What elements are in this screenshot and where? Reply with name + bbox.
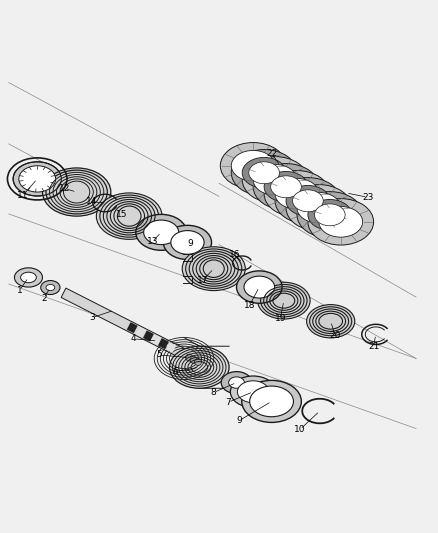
Text: 11: 11 [17,191,28,200]
Text: 20: 20 [329,331,341,340]
Circle shape [190,356,197,364]
Ellipse shape [221,372,252,393]
Text: 23: 23 [362,193,374,202]
Ellipse shape [229,377,244,388]
Polygon shape [127,322,138,333]
Text: 5: 5 [156,351,162,359]
Text: 4: 4 [131,334,136,343]
Ellipse shape [237,381,269,403]
Circle shape [194,359,201,366]
Polygon shape [135,327,146,338]
Ellipse shape [242,157,308,203]
Text: 7: 7 [225,398,231,407]
Text: 8: 8 [210,388,216,397]
Circle shape [186,354,193,361]
Ellipse shape [96,193,162,239]
Ellipse shape [250,386,293,417]
Ellipse shape [144,220,179,245]
Text: 12: 12 [59,184,71,193]
Polygon shape [158,338,169,349]
Text: 3: 3 [89,313,95,322]
Text: 22: 22 [266,149,277,158]
Ellipse shape [242,157,286,188]
Polygon shape [61,288,191,361]
Text: 19: 19 [275,314,286,323]
Text: 17: 17 [197,276,208,285]
Ellipse shape [21,272,36,282]
Ellipse shape [264,171,330,217]
Ellipse shape [14,268,42,287]
Text: 10: 10 [294,425,306,434]
Ellipse shape [182,247,245,290]
Ellipse shape [244,276,275,298]
Ellipse shape [275,179,319,209]
Text: 2: 2 [41,294,46,303]
Text: 6: 6 [172,367,178,376]
Text: 14: 14 [86,197,98,206]
Ellipse shape [293,190,323,212]
Text: 21: 21 [368,342,379,351]
Text: 9: 9 [236,416,242,425]
Ellipse shape [220,142,286,189]
Ellipse shape [237,271,282,303]
Ellipse shape [231,150,297,196]
Ellipse shape [264,172,308,202]
Polygon shape [143,330,154,342]
Text: 1: 1 [17,286,23,295]
Ellipse shape [275,177,341,224]
Ellipse shape [42,168,111,216]
Ellipse shape [253,164,319,210]
Ellipse shape [136,214,187,251]
Ellipse shape [297,191,363,238]
Text: 9: 9 [187,239,194,248]
Text: 15: 15 [116,211,127,219]
Ellipse shape [249,162,279,184]
Text: 13: 13 [147,237,158,246]
Text: 18: 18 [244,301,255,310]
Polygon shape [151,334,161,345]
Ellipse shape [258,282,310,319]
Ellipse shape [19,166,56,192]
Ellipse shape [46,285,55,290]
Text: 16: 16 [229,250,240,259]
Ellipse shape [230,376,276,408]
Ellipse shape [319,206,363,237]
Ellipse shape [170,346,229,388]
Ellipse shape [13,162,61,196]
Ellipse shape [308,199,352,230]
Ellipse shape [41,280,60,295]
Ellipse shape [242,381,301,423]
Ellipse shape [308,199,374,245]
Ellipse shape [271,176,301,198]
Ellipse shape [314,204,345,226]
Ellipse shape [163,225,212,260]
Ellipse shape [286,184,352,231]
Ellipse shape [286,185,330,216]
Ellipse shape [253,165,297,195]
Ellipse shape [231,150,275,181]
Ellipse shape [171,231,204,254]
Ellipse shape [307,304,355,338]
Ellipse shape [297,192,341,223]
Polygon shape [166,342,176,353]
